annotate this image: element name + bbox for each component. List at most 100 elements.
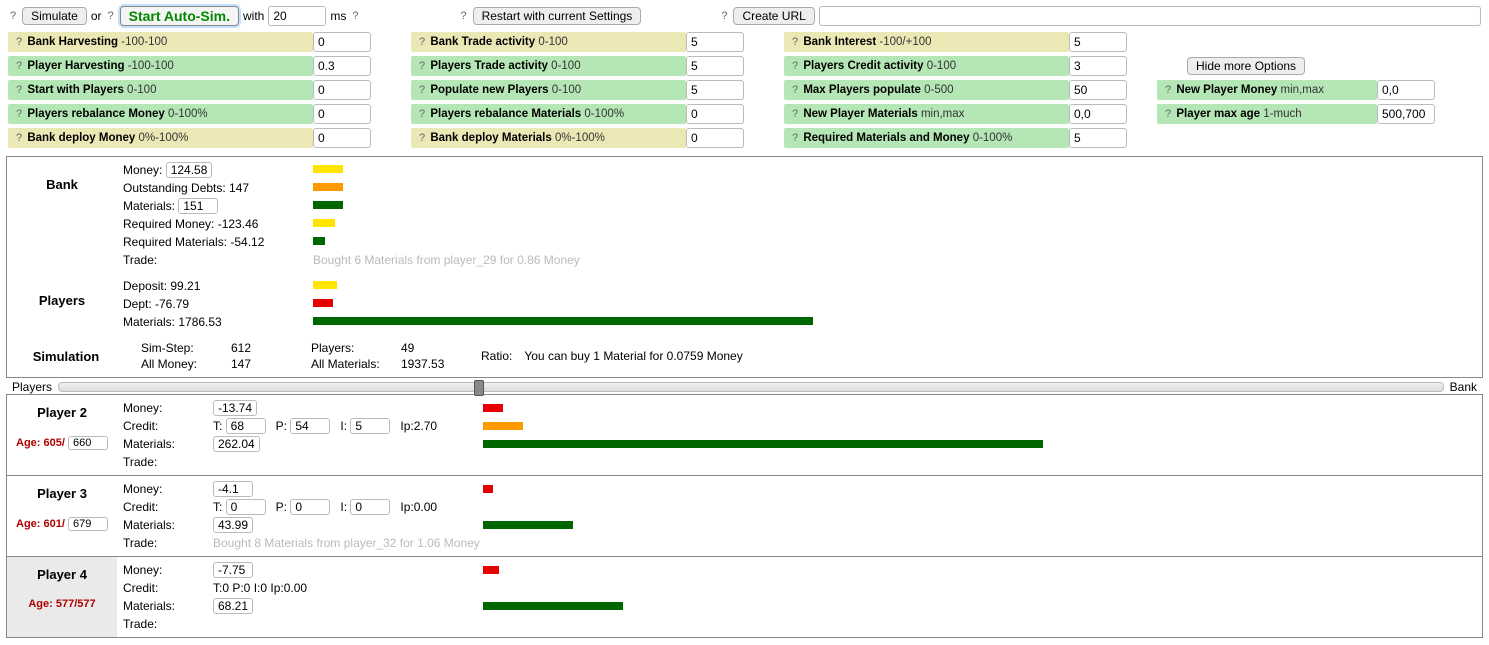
help-icon[interactable]: ? <box>417 132 427 144</box>
param-label: ? Player max age 1-much <box>1157 104 1377 124</box>
player-stat-bar <box>483 440 1043 448</box>
help-icon[interactable]: ? <box>14 84 24 96</box>
player-name: Player 2 <box>11 405 113 420</box>
help-icon[interactable]: ? <box>790 60 800 72</box>
player-age: Age: 577/577 <box>11 598 113 610</box>
player-stat-bar <box>483 404 503 412</box>
players-dept-bar <box>313 299 333 307</box>
player-stat-bar <box>483 602 623 610</box>
param-input[interactable] <box>313 104 371 124</box>
bank-money-value: 124.58 <box>166 162 213 178</box>
players-deposit-bar <box>313 281 337 289</box>
param-label: ? New Player Money min,max <box>1157 80 1377 100</box>
param-input[interactable] <box>1069 32 1127 52</box>
param-input[interactable] <box>686 80 744 100</box>
simulate-button[interactable]: Simulate <box>22 7 87 25</box>
help-icon[interactable]: ? <box>1163 84 1173 96</box>
param-label: ? Start with Players 0-100 <box>8 80 313 100</box>
ratio-label: Ratio: <box>481 349 512 363</box>
players-dept-label: Dept: -76.79 <box>123 297 313 311</box>
player-stat-label: Money: <box>123 482 213 496</box>
param-input[interactable] <box>313 80 371 100</box>
help-icon[interactable]: ? <box>14 36 24 48</box>
bank-trade-label: Trade: <box>123 253 313 267</box>
help-icon[interactable]: ? <box>417 36 427 48</box>
help-icon[interactable]: ? <box>105 10 115 22</box>
player-trade-label: Trade: <box>123 617 213 631</box>
all-money-label: All Money: <box>141 357 231 371</box>
param-label: ? Players Credit activity 0-100 <box>784 56 1069 76</box>
param-input[interactable] <box>1069 56 1127 76</box>
players-count-label: Players: <box>311 341 401 355</box>
bank-money-bar <box>313 165 343 173</box>
player-age: Age: 605/ 660 <box>11 436 113 450</box>
param-input[interactable] <box>686 56 744 76</box>
player-stat-value: -7.75 <box>213 562 483 578</box>
param-input[interactable] <box>313 56 371 76</box>
param-label: ? Bank deploy Money 0%-100% <box>8 128 313 148</box>
help-icon[interactable]: ? <box>417 108 427 120</box>
players-count-value: 49 <box>401 341 461 355</box>
param-label: ? Max Players populate 0-500 <box>784 80 1069 100</box>
players-bank-slider[interactable]: Players Bank <box>6 380 1483 394</box>
param-label: ? Player Harvesting -100-100 <box>8 56 313 76</box>
help-icon[interactable]: ? <box>417 84 427 96</box>
top-controls: ? Simulate or ? Start Auto-Sim. with ms … <box>4 4 1485 28</box>
bank-title: Bank <box>7 157 117 196</box>
player-stat-bar <box>483 485 493 493</box>
param-label: ? Bank deploy Materials 0%-100% <box>411 128 686 148</box>
help-icon[interactable]: ? <box>14 108 24 120</box>
param-label: ? Bank Interest -100/+100 <box>784 32 1069 52</box>
player-stat-bar <box>483 422 523 430</box>
param-input[interactable] <box>1377 80 1435 100</box>
create-url-button[interactable]: Create URL <box>733 7 814 25</box>
player-stat-bar <box>483 521 573 529</box>
help-icon[interactable]: ? <box>790 132 800 144</box>
create-url-input[interactable] <box>819 6 1481 26</box>
bank-debts-label: Outstanding Debts: 147 <box>123 181 313 195</box>
ms-label: ms <box>330 9 346 23</box>
help-icon[interactable]: ? <box>350 10 360 22</box>
player-stat-label: Credit: <box>123 500 213 514</box>
slider-left-label: Players <box>6 380 58 394</box>
bank-req-materials-bar <box>313 237 325 245</box>
help-icon[interactable]: ? <box>8 10 18 22</box>
help-icon[interactable]: ? <box>14 132 24 144</box>
player-name: Player 4 <box>11 567 113 582</box>
bank-req-money-bar <box>313 219 335 227</box>
param-input[interactable] <box>686 32 744 52</box>
help-icon[interactable]: ? <box>719 10 729 22</box>
player-stat-value: 43.99 <box>213 517 483 533</box>
help-icon[interactable]: ? <box>417 60 427 72</box>
bank-money-label: Money: <box>123 163 162 177</box>
slider-track[interactable] <box>58 382 1444 392</box>
help-icon[interactable]: ? <box>790 84 800 96</box>
param-label: ? Populate new Players 0-100 <box>411 80 686 100</box>
help-icon[interactable]: ? <box>14 60 24 72</box>
param-input[interactable] <box>686 104 744 124</box>
help-icon[interactable]: ? <box>790 108 800 120</box>
start-auto-sim-button[interactable]: Start Auto-Sim. <box>120 6 239 26</box>
sim-step-label: Sim-Step: <box>141 341 231 355</box>
slider-thumb[interactable] <box>474 380 484 396</box>
param-input[interactable] <box>1377 104 1435 124</box>
player-trade-label: Trade: <box>123 536 213 550</box>
param-input[interactable] <box>313 128 371 148</box>
help-icon[interactable]: ? <box>1163 108 1173 120</box>
help-icon[interactable]: ? <box>458 10 468 22</box>
help-icon[interactable]: ? <box>790 36 800 48</box>
ms-input[interactable] <box>268 6 326 26</box>
param-input[interactable] <box>686 128 744 148</box>
player-stat-value: 262.04 <box>213 436 483 452</box>
player-stat-value: -13.74 <box>213 400 483 416</box>
param-input[interactable] <box>1069 80 1127 100</box>
players-deposit-label: Deposit: 99.21 <box>123 279 313 293</box>
param-input[interactable] <box>1069 104 1127 124</box>
bank-trade-text: Bought 6 Materials from player_29 for 0.… <box>313 253 580 267</box>
hide-more-options-button[interactable]: Hide more Options <box>1187 57 1305 75</box>
restart-button[interactable]: Restart with current Settings <box>473 7 642 25</box>
param-input[interactable] <box>313 32 371 52</box>
param-input[interactable] <box>1069 128 1127 148</box>
bank-materials-value: 151 <box>178 198 218 214</box>
player-block: Player 2Age: 605/ 660Money:-13.74Credit:… <box>6 394 1483 476</box>
